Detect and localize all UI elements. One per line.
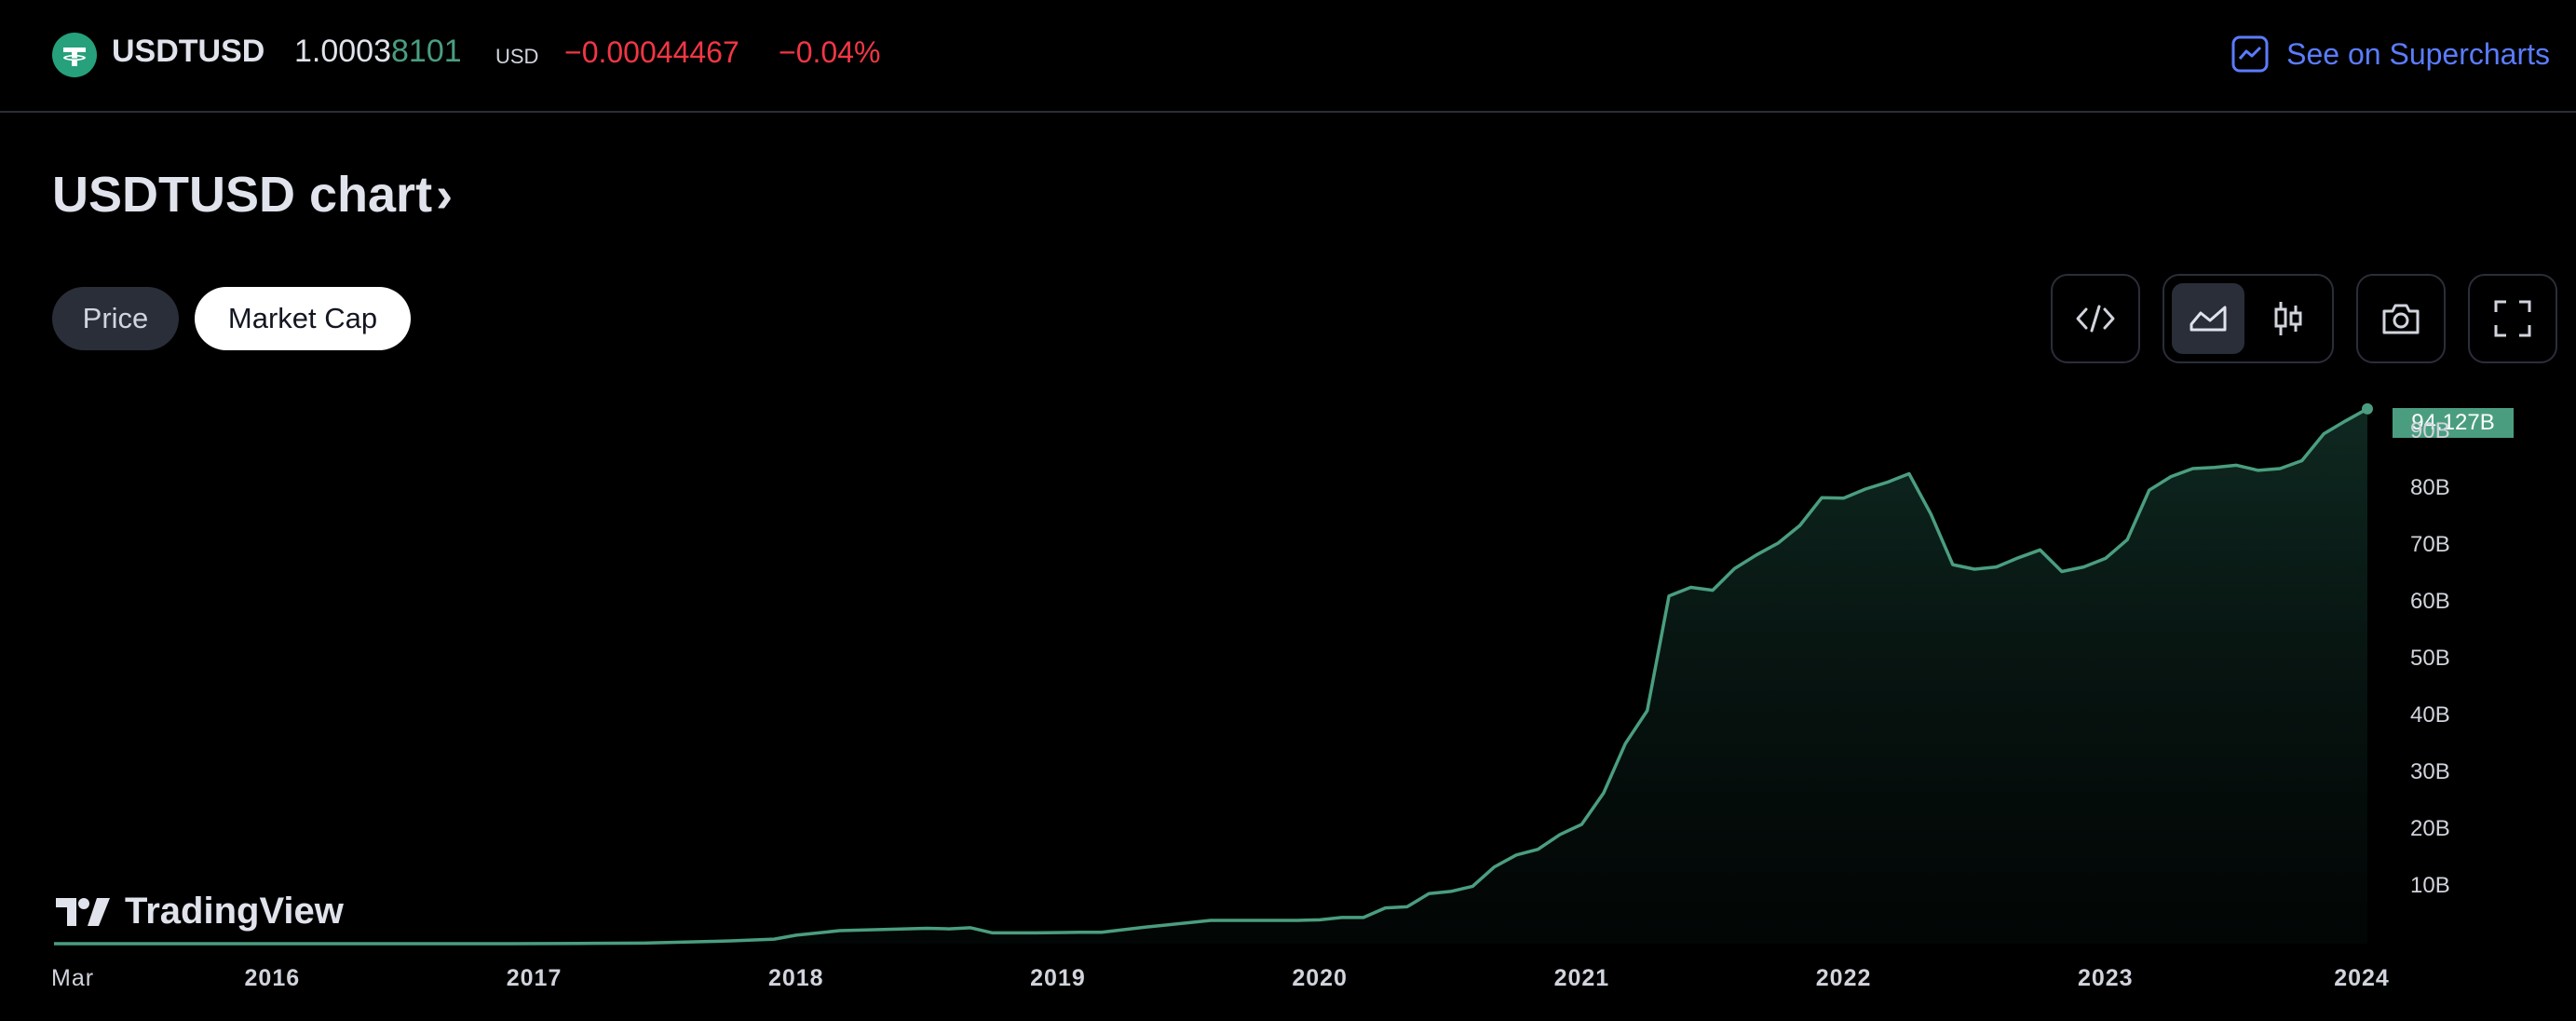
chart-title-link[interactable]: USDTUSD chart› [52, 166, 453, 224]
y-tick-label: 50B [2410, 646, 2450, 671]
supercharts-link-label: See on Supercharts [2286, 36, 2550, 71]
last-value-tag: 94.127B [2393, 408, 2514, 438]
tab-price[interactable]: Price [52, 287, 179, 350]
chart-type-group [2162, 274, 2334, 363]
symbol-header: USDTUSD 1.00038101 USD −0.00044467 −0.04… [0, 0, 2576, 113]
last-price: 1.00038101 [294, 34, 462, 70]
x-tick-label: 2022 [1815, 965, 1872, 991]
camera-icon [2382, 304, 2420, 334]
series-area [54, 408, 2367, 944]
supercharts-icon [2231, 35, 2269, 73]
embed-code-icon [2076, 305, 2115, 333]
last-point [2362, 402, 2373, 415]
x-tick-label: Mar [51, 965, 95, 991]
x-tick-label: 2016 [244, 965, 301, 991]
fullscreen-icon [2494, 300, 2531, 337]
candlestick-chart-button[interactable] [2252, 283, 2325, 354]
y-tick-label: 90B [2410, 418, 2450, 443]
symbol-name: USDTUSD [112, 34, 265, 69]
x-tick-label: 2019 [1030, 965, 1086, 991]
x-tick-label: 2018 [767, 965, 824, 991]
fullscreen-button[interactable] [2468, 274, 2557, 363]
price-change: −0.00044467 [564, 35, 739, 69]
tab-market-cap[interactable]: Market Cap [195, 287, 411, 350]
x-tick-label: 2024 [2334, 965, 2390, 991]
x-tick-label: 2021 [1553, 965, 1610, 991]
chevron-right-icon: › [436, 167, 454, 223]
snapshot-button[interactable] [2356, 274, 2446, 363]
y-tick-label: 60B [2410, 589, 2450, 614]
tether-logo-icon [52, 33, 97, 77]
price-tail: 8101 [391, 34, 462, 69]
tradingview-logo[interactable]: TradingView [54, 891, 344, 933]
y-tick-label: 20B [2410, 816, 2450, 841]
price-main: 1.0003 [294, 34, 391, 69]
price-change-percent: −0.04% [779, 35, 881, 69]
chart-title: USDTUSD chart [52, 167, 433, 223]
candlestick-icon [2274, 302, 2302, 335]
area-chart-button[interactable] [2172, 283, 2244, 354]
see-on-supercharts-link[interactable]: See on Supercharts [2230, 28, 2550, 80]
y-tick-label: 10B [2410, 873, 2450, 898]
x-tick-label: 2023 [2077, 965, 2134, 991]
area-chart-icon [2190, 306, 2227, 332]
x-tick-label: 2020 [1292, 965, 1348, 991]
y-tick-label: 30B [2410, 759, 2450, 784]
series-line [54, 407, 2368, 946]
embed-button[interactable] [2051, 274, 2140, 363]
y-tick-label: 70B [2410, 532, 2450, 557]
price-currency: USD [495, 45, 539, 68]
y-tick-label: 40B [2410, 702, 2450, 728]
tradingview-logo-icon [56, 897, 110, 926]
x-tick-label: 2017 [506, 965, 563, 991]
y-tick-label: 80B [2410, 475, 2450, 500]
tradingview-wordmark: TradingView [125, 891, 344, 932]
